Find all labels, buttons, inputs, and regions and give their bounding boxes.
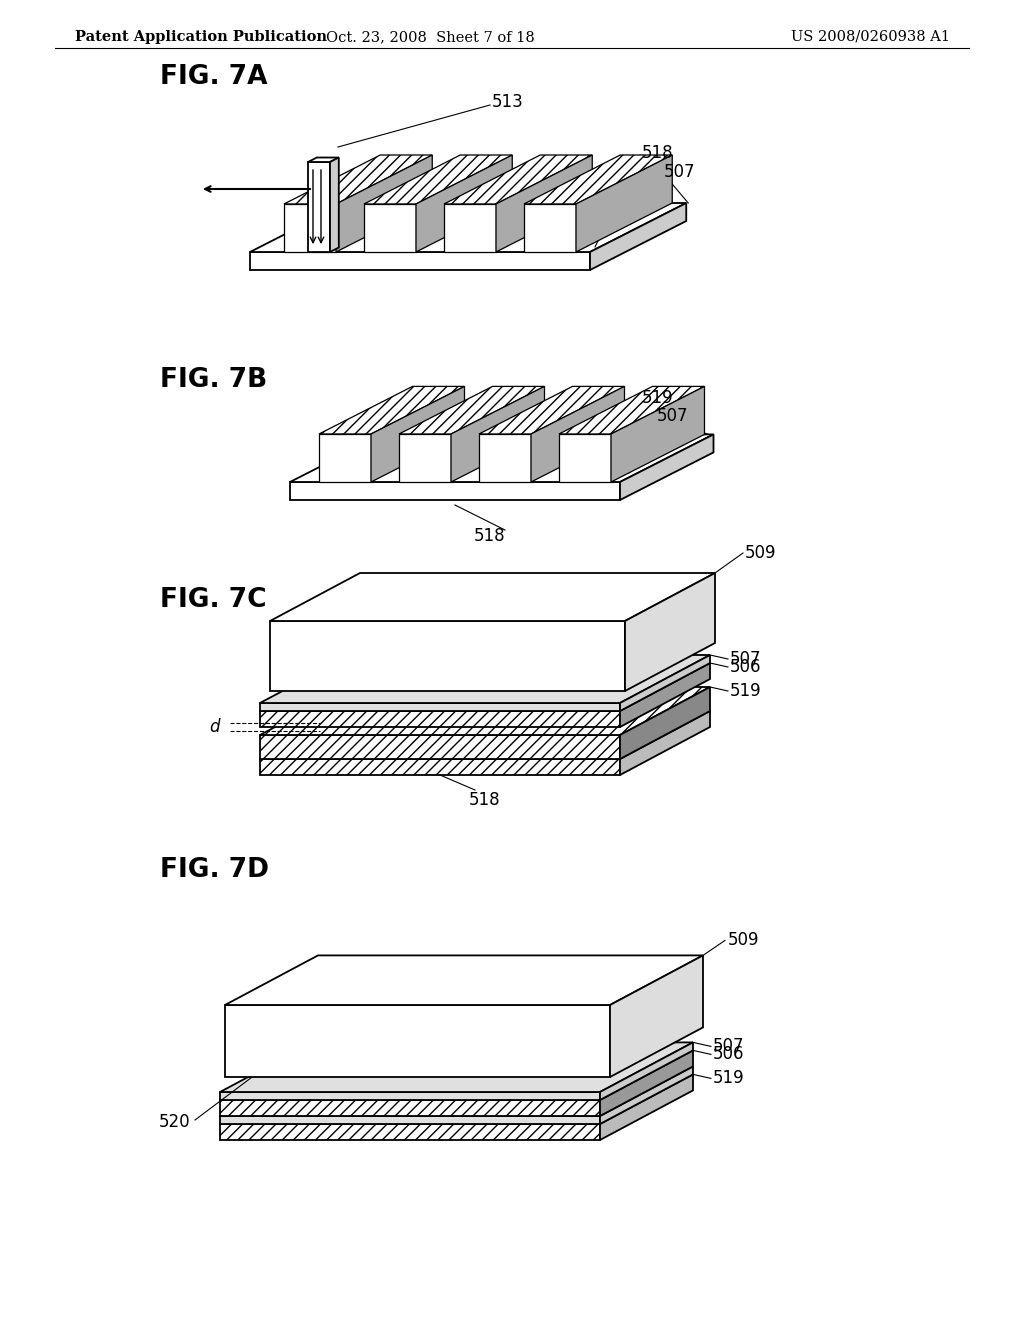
- Polygon shape: [479, 387, 625, 434]
- Polygon shape: [600, 1051, 693, 1115]
- Polygon shape: [611, 387, 705, 482]
- Polygon shape: [364, 205, 416, 252]
- Polygon shape: [620, 655, 710, 711]
- Polygon shape: [600, 1074, 693, 1140]
- Polygon shape: [220, 1125, 600, 1140]
- Text: 509: 509: [728, 932, 760, 949]
- Text: 507: 507: [657, 407, 688, 425]
- Polygon shape: [600, 1043, 693, 1100]
- Polygon shape: [524, 154, 672, 205]
- Polygon shape: [225, 1005, 610, 1077]
- Text: 518: 518: [474, 527, 506, 545]
- Polygon shape: [620, 434, 714, 500]
- Polygon shape: [399, 434, 451, 482]
- Text: FIG. 7B: FIG. 7B: [160, 367, 267, 393]
- Text: 507: 507: [664, 162, 695, 181]
- Polygon shape: [260, 735, 620, 759]
- Polygon shape: [371, 387, 465, 482]
- Polygon shape: [220, 1092, 600, 1100]
- Polygon shape: [600, 1067, 693, 1125]
- Polygon shape: [284, 205, 336, 252]
- Polygon shape: [364, 154, 512, 205]
- Polygon shape: [220, 1067, 693, 1115]
- Polygon shape: [220, 1115, 600, 1125]
- Polygon shape: [250, 203, 686, 252]
- Polygon shape: [444, 205, 496, 252]
- Polygon shape: [620, 686, 710, 759]
- Text: 506: 506: [713, 1045, 744, 1064]
- Polygon shape: [225, 956, 703, 1005]
- Polygon shape: [308, 162, 330, 252]
- Polygon shape: [559, 434, 611, 482]
- Polygon shape: [319, 387, 465, 434]
- Polygon shape: [625, 573, 715, 690]
- Text: Oct. 23, 2008  Sheet 7 of 18: Oct. 23, 2008 Sheet 7 of 18: [326, 30, 535, 44]
- Polygon shape: [399, 387, 545, 434]
- Polygon shape: [330, 157, 339, 252]
- Polygon shape: [319, 434, 371, 482]
- Polygon shape: [220, 1051, 693, 1100]
- Polygon shape: [290, 434, 714, 482]
- Text: FIG. 7C: FIG. 7C: [160, 587, 266, 612]
- Polygon shape: [270, 573, 715, 620]
- Text: 519: 519: [713, 1069, 744, 1088]
- Polygon shape: [284, 154, 432, 205]
- Text: 507: 507: [730, 649, 762, 668]
- Polygon shape: [575, 154, 672, 252]
- Polygon shape: [220, 1100, 600, 1115]
- Polygon shape: [260, 711, 620, 727]
- Polygon shape: [444, 154, 592, 205]
- Text: US 2008/0260938 A1: US 2008/0260938 A1: [791, 30, 950, 44]
- Text: 518: 518: [642, 144, 674, 162]
- Text: 513: 513: [492, 92, 523, 111]
- Polygon shape: [336, 154, 432, 252]
- Polygon shape: [620, 663, 710, 727]
- Text: 520: 520: [159, 1113, 190, 1131]
- Polygon shape: [479, 434, 531, 482]
- Polygon shape: [590, 203, 686, 271]
- Text: 519: 519: [642, 389, 674, 407]
- Polygon shape: [610, 956, 703, 1077]
- Text: 519: 519: [730, 682, 762, 700]
- Text: d: d: [210, 718, 220, 737]
- Polygon shape: [620, 711, 710, 775]
- Polygon shape: [220, 1043, 693, 1092]
- Text: 509: 509: [745, 544, 776, 562]
- Polygon shape: [260, 711, 710, 759]
- Polygon shape: [531, 387, 625, 482]
- Polygon shape: [260, 759, 620, 775]
- Polygon shape: [220, 1074, 693, 1125]
- Polygon shape: [260, 686, 710, 735]
- Polygon shape: [451, 387, 545, 482]
- Text: 518: 518: [469, 791, 501, 809]
- Text: FIG. 7D: FIG. 7D: [160, 857, 269, 883]
- Polygon shape: [496, 154, 592, 252]
- Polygon shape: [250, 252, 590, 271]
- Polygon shape: [559, 387, 705, 434]
- Polygon shape: [290, 482, 620, 500]
- Text: 506: 506: [730, 657, 762, 676]
- Polygon shape: [524, 205, 575, 252]
- Text: FIG. 7A: FIG. 7A: [160, 63, 267, 90]
- Text: 507: 507: [713, 1038, 744, 1056]
- Polygon shape: [308, 157, 339, 162]
- Polygon shape: [260, 663, 710, 711]
- Polygon shape: [270, 620, 625, 690]
- Polygon shape: [260, 704, 620, 711]
- Polygon shape: [260, 655, 710, 704]
- Text: Patent Application Publication: Patent Application Publication: [75, 30, 327, 44]
- Polygon shape: [416, 154, 512, 252]
